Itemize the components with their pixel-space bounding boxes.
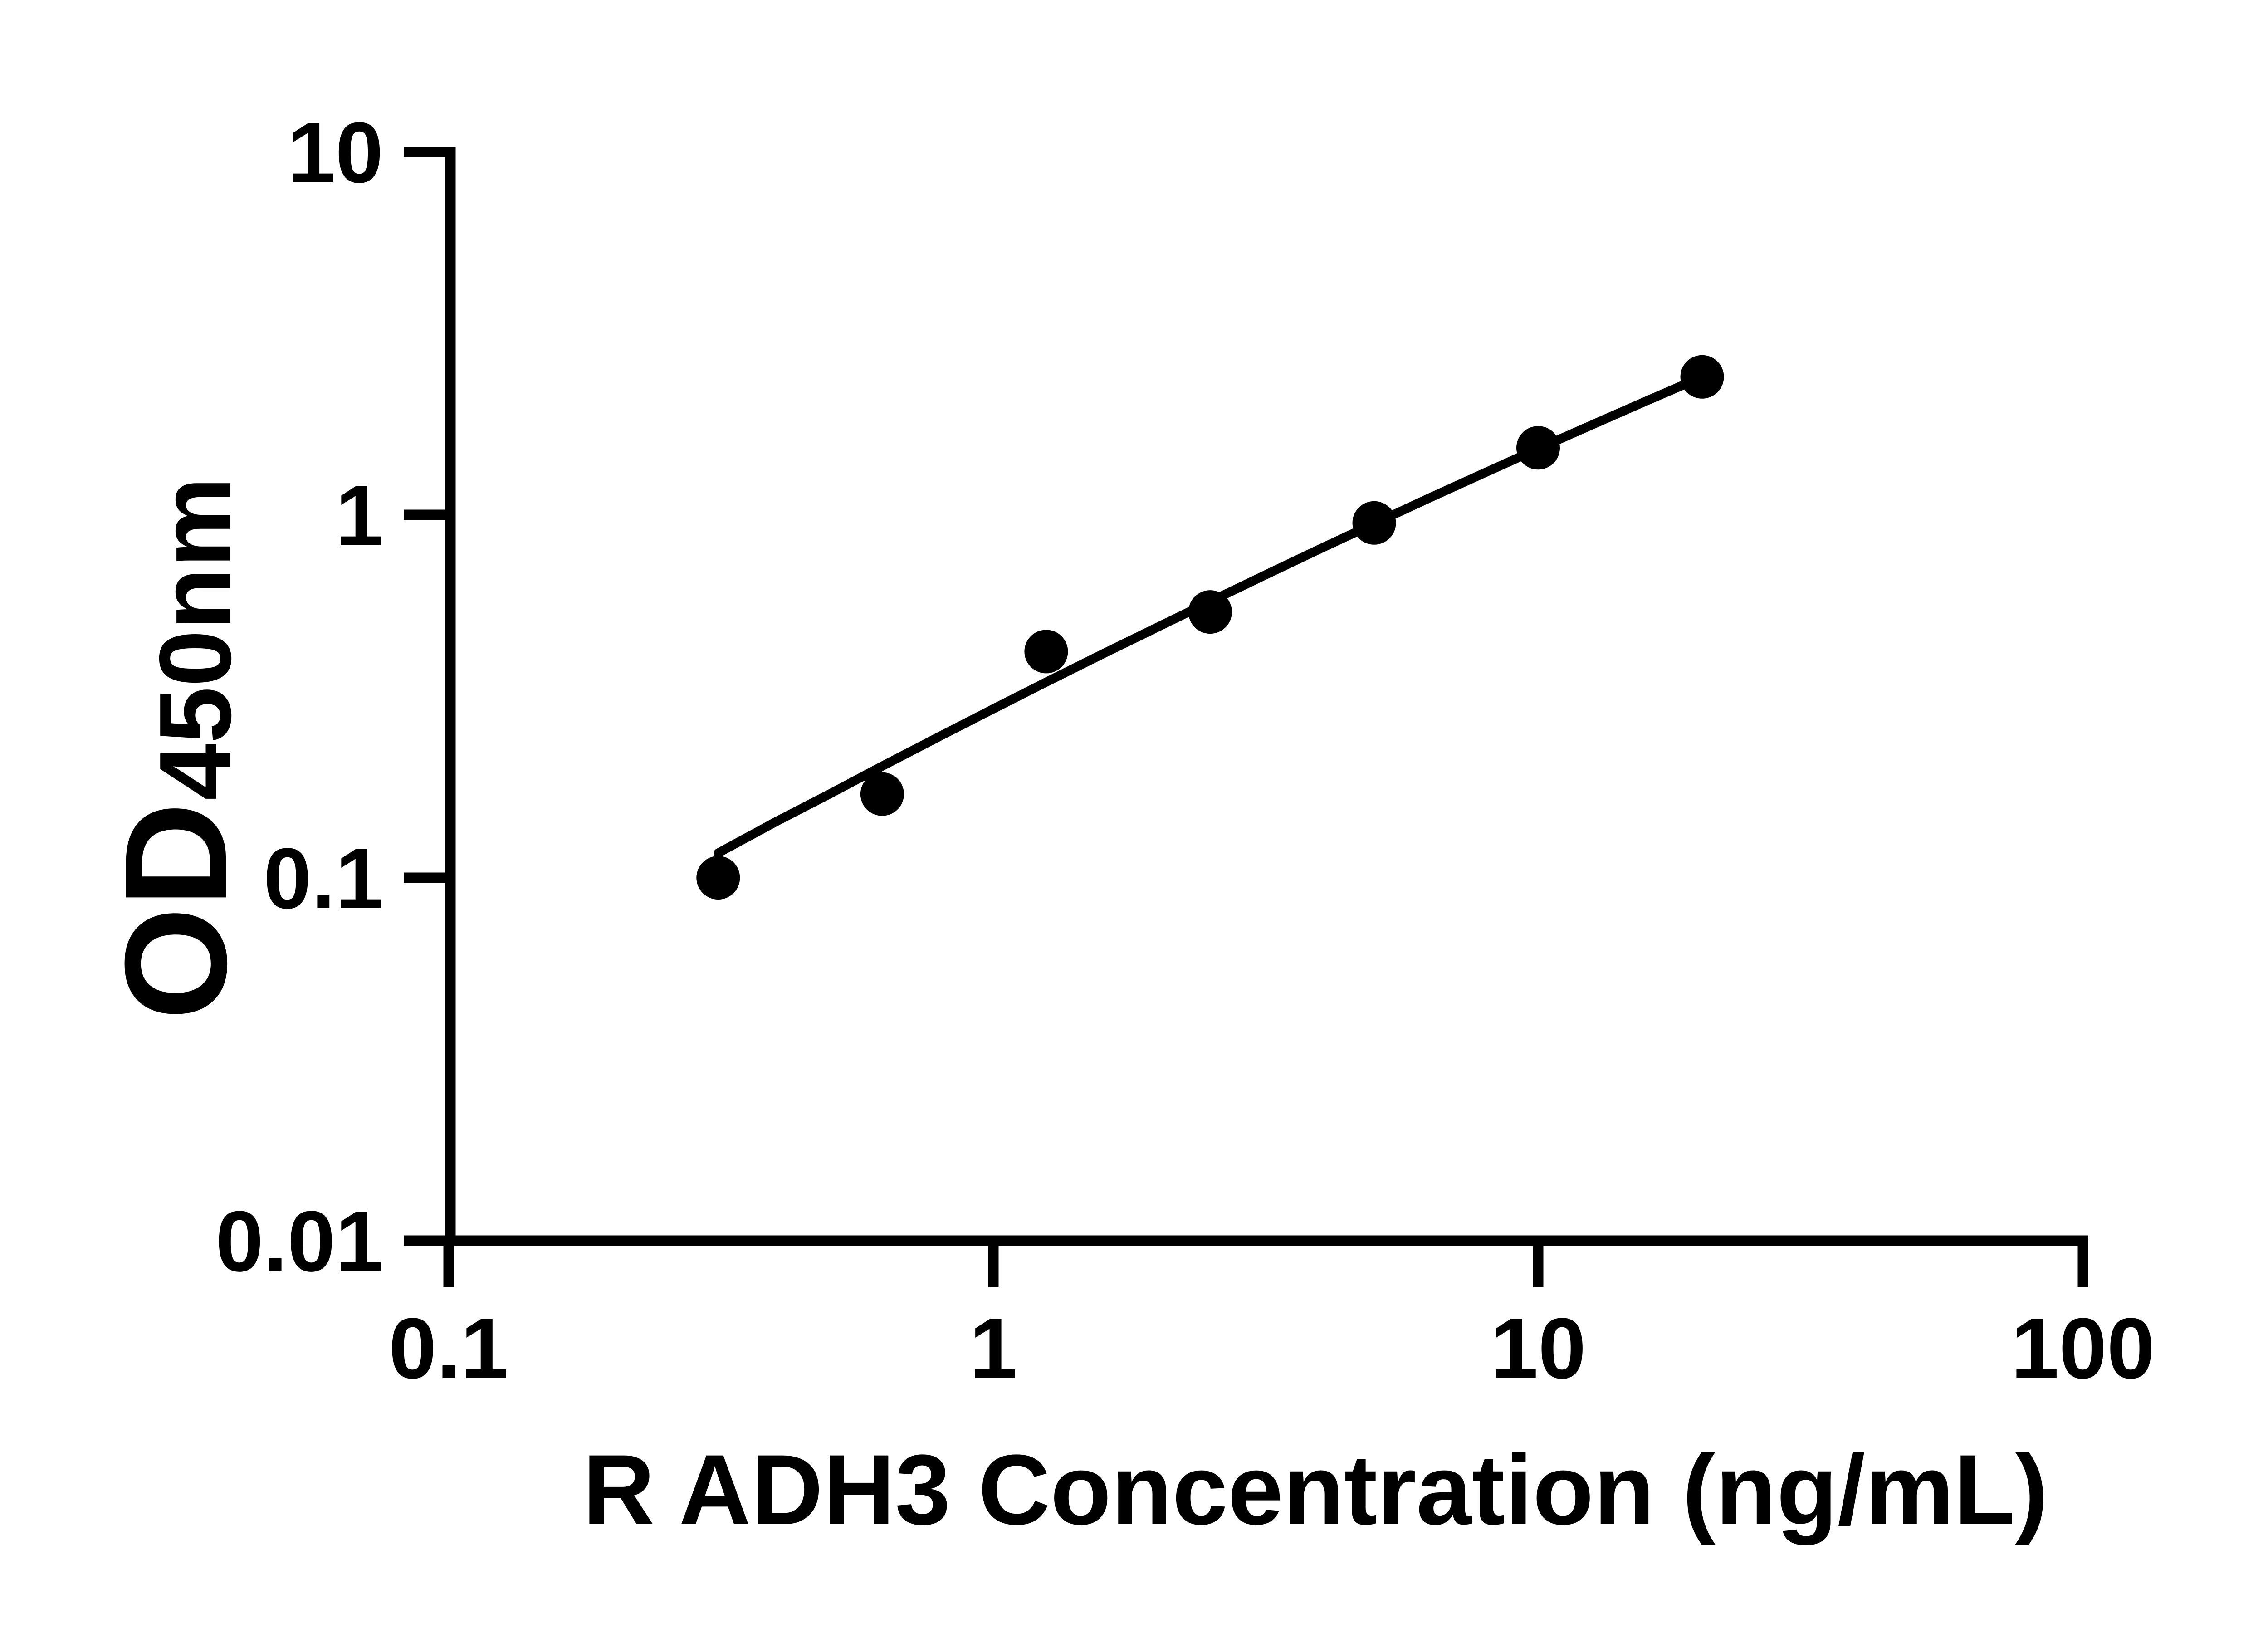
x-tick-label: 10	[1490, 1301, 1586, 1397]
x-tick-label: 1	[969, 1301, 1017, 1397]
y-tick-label: 1	[335, 468, 383, 564]
y-axis-title-main: OD	[94, 802, 257, 1020]
x-axis-ticks: 0.1 1 10 100	[389, 1241, 2155, 1397]
y-tick-label: 0.01	[215, 1193, 383, 1290]
data-point	[1024, 630, 1068, 674]
data-point	[1352, 501, 1396, 545]
data-point	[1516, 426, 1560, 470]
data-point	[1680, 355, 1724, 399]
y-axis-title: OD 450nm	[94, 477, 257, 1020]
y-tick-label: 10	[288, 105, 383, 201]
x-axis-title: R ADH3 Concentration (ng/mL)	[583, 1434, 2048, 1545]
y-axis-ticks: 10 1 0.1 0.01	[215, 105, 455, 1290]
data-point	[860, 772, 904, 816]
data-points	[696, 355, 1724, 900]
data-point	[696, 856, 740, 900]
x-tick-label: 0.1	[389, 1301, 508, 1397]
y-tick-label: 0.1	[264, 831, 383, 927]
data-point	[1188, 590, 1232, 634]
y-axis-title-subscript: 450nm	[138, 477, 252, 800]
x-tick-label: 100	[2011, 1301, 2155, 1397]
